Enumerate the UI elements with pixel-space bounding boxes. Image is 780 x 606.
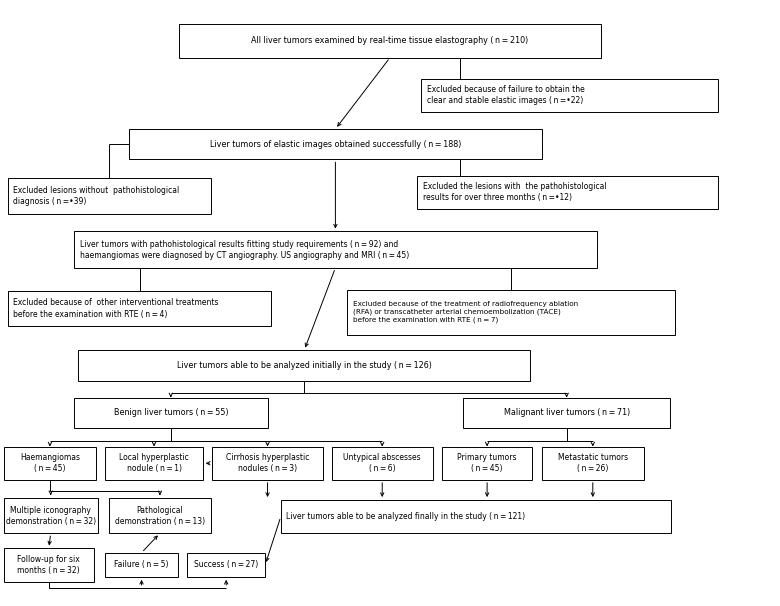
Text: Excluded because of the treatment of radiofrequency ablation
(RFA) or transcathe: Excluded because of the treatment of rad… <box>353 301 578 324</box>
FancyBboxPatch shape <box>8 291 271 326</box>
FancyBboxPatch shape <box>212 447 323 480</box>
Text: Liver tumors with pathohistological results fitting study requirements ( n = 92): Liver tumors with pathohistological resu… <box>80 239 409 260</box>
FancyBboxPatch shape <box>542 447 643 480</box>
FancyBboxPatch shape <box>442 447 532 480</box>
Text: Failure ( n = 5): Failure ( n = 5) <box>115 561 168 569</box>
Text: Liver tumors of elastic images obtained successfully ( n = 188): Liver tumors of elastic images obtained … <box>210 140 461 148</box>
Text: Benign liver tumors ( n = 55): Benign liver tumors ( n = 55) <box>114 408 228 417</box>
Text: All liver tumors examined by real-time tissue elastography ( n = 210): All liver tumors examined by real-time t… <box>251 36 529 45</box>
FancyBboxPatch shape <box>187 553 265 577</box>
FancyBboxPatch shape <box>74 231 597 268</box>
FancyBboxPatch shape <box>463 398 670 428</box>
Text: Liver tumors able to be analyzed finally in the study ( n = 121): Liver tumors able to be analyzed finally… <box>286 512 526 521</box>
FancyBboxPatch shape <box>281 500 671 533</box>
Text: Follow-up for six
months ( n = 32): Follow-up for six months ( n = 32) <box>17 555 80 575</box>
FancyBboxPatch shape <box>8 178 211 214</box>
FancyBboxPatch shape <box>4 498 98 533</box>
FancyBboxPatch shape <box>109 498 211 533</box>
Text: Metastatic tumors
( n = 26): Metastatic tumors ( n = 26) <box>558 453 628 473</box>
FancyBboxPatch shape <box>4 548 94 582</box>
Text: Primary tumors
( n = 45): Primary tumors ( n = 45) <box>457 453 517 473</box>
Text: Pathological
demonstration ( n = 13): Pathological demonstration ( n = 13) <box>115 505 205 526</box>
Text: Success ( n = 27): Success ( n = 27) <box>194 561 258 569</box>
FancyBboxPatch shape <box>417 176 718 209</box>
Text: Untypical abscesses
( n = 6): Untypical abscesses ( n = 6) <box>343 453 421 473</box>
Text: Excluded lesions without  pathohistological
diagnosis ( n =•39): Excluded lesions without pathohistologic… <box>13 185 179 206</box>
Text: Liver tumors able to be analyzed initially in the study ( n = 126): Liver tumors able to be analyzed initial… <box>177 361 431 370</box>
FancyBboxPatch shape <box>347 290 675 335</box>
Text: Haemangiomas
( n = 45): Haemangiomas ( n = 45) <box>20 453 80 473</box>
FancyBboxPatch shape <box>4 447 96 480</box>
FancyBboxPatch shape <box>78 350 530 381</box>
Text: Local hyperplastic
nodule ( n = 1): Local hyperplastic nodule ( n = 1) <box>119 453 189 473</box>
FancyBboxPatch shape <box>129 129 542 159</box>
Text: Multiple iconography
demonstration ( n = 32): Multiple iconography demonstration ( n =… <box>5 505 96 526</box>
Text: Malignant liver tumors ( n = 71): Malignant liver tumors ( n = 71) <box>504 408 629 417</box>
Text: Cirrhosis hyperplastic
nodules ( n = 3): Cirrhosis hyperplastic nodules ( n = 3) <box>226 453 309 473</box>
FancyBboxPatch shape <box>105 553 178 577</box>
Text: Excluded the lesions with  the pathohistological
results for over three months (: Excluded the lesions with the pathohisto… <box>423 182 606 202</box>
Text: Excluded because of  other interventional treatments
before the examination with: Excluded because of other interventional… <box>13 298 218 319</box>
FancyBboxPatch shape <box>74 398 268 428</box>
FancyBboxPatch shape <box>179 24 601 58</box>
FancyBboxPatch shape <box>332 447 433 480</box>
FancyBboxPatch shape <box>421 79 718 112</box>
FancyBboxPatch shape <box>105 447 203 480</box>
Text: Excluded because of failure to obtain the
clear and stable elastic images ( n =•: Excluded because of failure to obtain th… <box>427 85 584 105</box>
